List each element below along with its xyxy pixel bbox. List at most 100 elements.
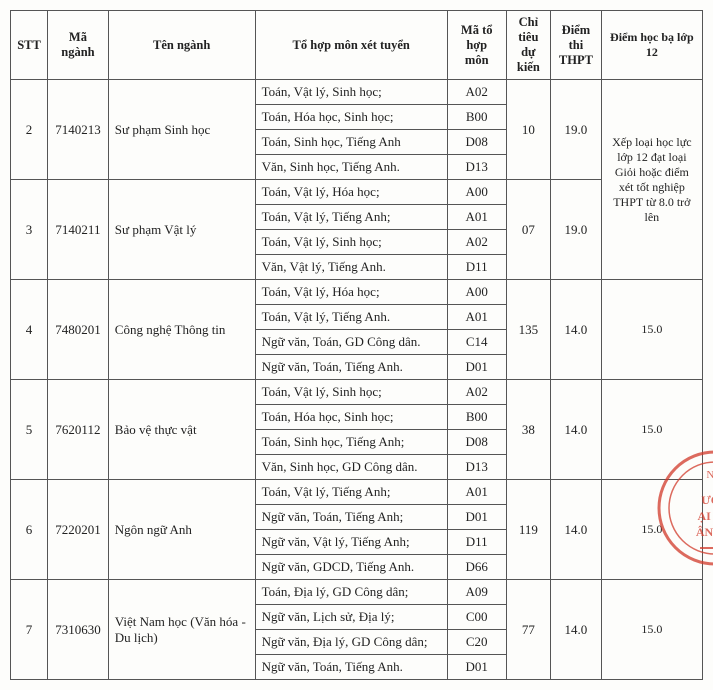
cell-ma: 7140213 [48, 80, 109, 180]
table-header-row: STT Mã ngành Tên ngành Tổ hợp môn xét tu… [11, 11, 703, 80]
cell-tohop: Ngữ văn, Toán, Tiếng Anh. [255, 355, 447, 380]
cell-diemthi: 14.0 [551, 480, 602, 580]
admission-table: STT Mã ngành Tên ngành Tổ hợp môn xét tu… [10, 10, 703, 680]
cell-ten: Việt Nam học (Văn hóa - Du lịch) [108, 580, 255, 680]
cell-stt: 7 [11, 580, 48, 680]
cell-matohop: B00 [447, 105, 506, 130]
cell-diemthi: 14.0 [551, 380, 602, 480]
cell-matohop: C00 [447, 605, 506, 630]
cell-matohop: A00 [447, 280, 506, 305]
svg-text:N T: N T [706, 469, 713, 481]
cell-ma: 7480201 [48, 280, 109, 380]
cell-stt: 5 [11, 380, 48, 480]
cell-diemthi: 19.0 [551, 180, 602, 280]
table-row: 77310630Việt Nam học (Văn hóa - Du lịch)… [11, 580, 703, 605]
cell-tohop: Toán, Vật lý, Sinh học; [255, 80, 447, 105]
cell-tohop: Văn, Sinh học, GD Công dân. [255, 455, 447, 480]
cell-tohop: Toán, Hóa học, Sinh học; [255, 405, 447, 430]
cell-tohop: Toán, Sinh học, Tiếng Anh; [255, 430, 447, 455]
cell-tohop: Toán, Vật lý, Tiếng Anh. [255, 305, 447, 330]
cell-ma: 7140211 [48, 180, 109, 280]
cell-matohop: D11 [447, 530, 506, 555]
table-row: 67220201Ngôn ngữ AnhToán, Vật lý, Tiếng … [11, 480, 703, 505]
cell-tohop: Ngữ văn, Vật lý, Tiếng Anh; [255, 530, 447, 555]
col-chitieu: Chỉ tiêu dự kiến [506, 11, 551, 80]
cell-tohop: Toán, Vật lý, Tiếng Anh; [255, 480, 447, 505]
cell-tohop: Ngữ văn, Địa lý, GD Công dân; [255, 630, 447, 655]
cell-hocba-note: Xếp loại học lực lớp 12 đạt loại Giỏi ho… [601, 80, 702, 280]
cell-hocba: 15.0 [601, 580, 702, 680]
cell-matohop: A01 [447, 480, 506, 505]
cell-matohop: D01 [447, 355, 506, 380]
cell-tohop: Văn, Sinh học, Tiếng Anh. [255, 155, 447, 180]
cell-tohop: Toán, Sinh học, Tiếng Anh [255, 130, 447, 155]
cell-ten: Ngôn ngữ Anh [108, 480, 255, 580]
cell-matohop: C14 [447, 330, 506, 355]
table-row: 47480201Công nghệ Thông tinToán, Vật lý,… [11, 280, 703, 305]
cell-matohop: A00 [447, 180, 506, 205]
cell-tohop: Ngữ văn, Toán, Tiếng Anh; [255, 505, 447, 530]
cell-tohop: Toán, Địa lý, GD Công dân; [255, 580, 447, 605]
cell-tohop: Toán, Vật lý, Tiếng Anh; [255, 205, 447, 230]
cell-chitieu: 77 [506, 580, 551, 680]
cell-tohop: Toán, Vật lý, Sinh học; [255, 230, 447, 255]
cell-matohop: D08 [447, 430, 506, 455]
cell-chitieu: 10 [506, 80, 551, 180]
cell-chitieu: 07 [506, 180, 551, 280]
cell-chitieu: 135 [506, 280, 551, 380]
cell-tohop: Toán, Hóa học, Sinh học; [255, 105, 447, 130]
cell-tohop: Ngữ văn, Toán, GD Công dân. [255, 330, 447, 355]
cell-tohop: Ngữ văn, Toán, Tiếng Anh. [255, 655, 447, 680]
cell-chitieu: 38 [506, 380, 551, 480]
cell-stt: 3 [11, 180, 48, 280]
cell-matohop: D13 [447, 455, 506, 480]
cell-ten: Sư phạm Vật lý [108, 180, 255, 280]
cell-tohop: Ngữ văn, Lịch sử, Địa lý; [255, 605, 447, 630]
col-hocba: Điểm học bạ lớp 12 [601, 11, 702, 80]
cell-chitieu: 119 [506, 480, 551, 580]
cell-matohop: A02 [447, 230, 506, 255]
cell-ma: 7310630 [48, 580, 109, 680]
col-stt: STT [11, 11, 48, 80]
col-diemthi: Điểm thi THPT [551, 11, 602, 80]
cell-tohop: Văn, Vật lý, Tiếng Anh. [255, 255, 447, 280]
cell-matohop: D11 [447, 255, 506, 280]
cell-diemthi: 14.0 [551, 580, 602, 680]
cell-tohop: Toán, Vật lý, Hóa học; [255, 180, 447, 205]
cell-ma: 7220201 [48, 480, 109, 580]
col-ten: Tên ngành [108, 11, 255, 80]
cell-tohop: Ngữ văn, GDCD, Tiếng Anh. [255, 555, 447, 580]
col-ma: Mã ngành [48, 11, 109, 80]
cell-matohop: A02 [447, 380, 506, 405]
cell-stt: 2 [11, 80, 48, 180]
col-matohop: Mã tổ hợp môn [447, 11, 506, 80]
cell-ma: 7620112 [48, 380, 109, 480]
cell-ten: Sư phạm Sinh học [108, 80, 255, 180]
cell-matohop: A02 [447, 80, 506, 105]
cell-diemthi: 19.0 [551, 80, 602, 180]
col-tohop: Tổ hợp môn xét tuyển [255, 11, 447, 80]
cell-matohop: D13 [447, 155, 506, 180]
cell-matohop: A01 [447, 205, 506, 230]
cell-matohop: B00 [447, 405, 506, 430]
cell-diemthi: 14.0 [551, 280, 602, 380]
table-row: 27140213Sư phạm Sinh họcToán, Vật lý, Si… [11, 80, 703, 105]
cell-tohop: Toán, Vật lý, Hóa học; [255, 280, 447, 305]
cell-matohop: D66 [447, 555, 506, 580]
cell-matohop: C20 [447, 630, 506, 655]
cell-ten: Công nghệ Thông tin [108, 280, 255, 380]
table-row: 57620112Bảo vệ thực vậtToán, Vật lý, Sin… [11, 380, 703, 405]
cell-tohop: Toán, Vật lý, Sinh học; [255, 380, 447, 405]
cell-hocba: 15.0 [601, 280, 702, 380]
cell-matohop: D01 [447, 505, 506, 530]
cell-hocba: 15.0 [601, 480, 702, 580]
cell-ten: Bảo vệ thực vật [108, 380, 255, 480]
cell-hocba: 15.0 [601, 380, 702, 480]
table-row: 37140211Sư phạm Vật lýToán, Vật lý, Hóa … [11, 180, 703, 205]
cell-matohop: A01 [447, 305, 506, 330]
cell-matohop: D08 [447, 130, 506, 155]
cell-stt: 4 [11, 280, 48, 380]
cell-stt: 6 [11, 480, 48, 580]
cell-matohop: D01 [447, 655, 506, 680]
cell-matohop: A09 [447, 580, 506, 605]
